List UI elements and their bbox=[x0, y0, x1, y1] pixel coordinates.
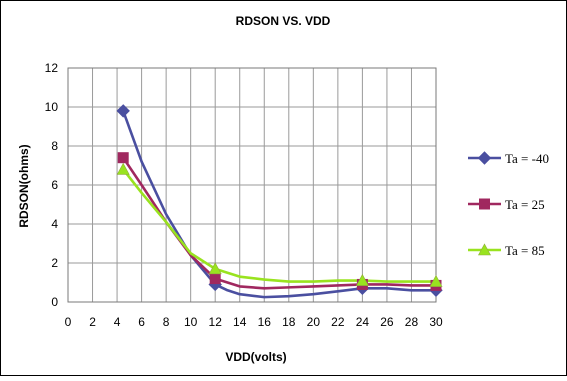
data-point-marker bbox=[116, 104, 130, 118]
x-tick-label: 4 bbox=[114, 315, 121, 329]
y-tick-label: 8 bbox=[51, 139, 58, 153]
legend-label: Ta = 85 bbox=[505, 243, 545, 258]
x-tick-label: 16 bbox=[258, 315, 272, 329]
y-tick-label: 12 bbox=[45, 61, 59, 75]
y-tick-label: 6 bbox=[51, 178, 58, 192]
legend-label: Ta = -40 bbox=[505, 151, 549, 166]
y-tick-label: 0 bbox=[51, 295, 58, 309]
y-tick-label: 4 bbox=[51, 217, 58, 231]
data-point-marker bbox=[429, 274, 443, 287]
series-line-0 bbox=[121, 110, 436, 299]
legend: Ta = -40 Ta = 25 Ta = 85 bbox=[468, 151, 549, 258]
y-tick-label: 2 bbox=[51, 256, 58, 270]
x-tick-label: 26 bbox=[380, 315, 394, 329]
plot-area-border bbox=[67, 67, 437, 303]
x-tick-label: 28 bbox=[405, 315, 419, 329]
x-tick-label: 30 bbox=[429, 315, 443, 329]
x-tick-label: 8 bbox=[163, 315, 170, 329]
data-point-marker bbox=[208, 262, 222, 275]
legend-item: Ta = 85 bbox=[468, 243, 545, 258]
x-tick-label: 24 bbox=[356, 315, 370, 329]
data-point-marker bbox=[116, 162, 130, 175]
series-layer bbox=[121, 110, 436, 299]
data-point-marker bbox=[209, 273, 221, 285]
x-axis-label: VDD(volts) bbox=[225, 350, 286, 364]
x-tick-label: 22 bbox=[331, 315, 345, 329]
legend-swatch-marker bbox=[479, 198, 490, 210]
chart-title: RDSON VS. VDD bbox=[236, 14, 331, 28]
y-tick-label: 10 bbox=[45, 100, 59, 114]
x-tick-label: 12 bbox=[209, 315, 223, 329]
x-tick-label: 20 bbox=[307, 315, 321, 329]
marker-layer bbox=[116, 104, 443, 298]
legend-swatch-marker bbox=[477, 151, 492, 165]
legend-label: Ta = 25 bbox=[505, 197, 545, 212]
data-point-marker bbox=[117, 152, 129, 164]
legend-item: Ta = 25 bbox=[468, 197, 545, 212]
x-tick-label: 0 bbox=[65, 315, 72, 329]
legend-item: Ta = -40 bbox=[468, 151, 549, 166]
x-tick-label: 18 bbox=[282, 315, 296, 329]
x-tick-label: 14 bbox=[233, 315, 247, 329]
data-point-marker bbox=[355, 273, 369, 286]
y-axis-label: RDSON(ohms) bbox=[17, 144, 31, 227]
x-tick-label: 2 bbox=[89, 315, 96, 329]
legend-swatch-marker bbox=[477, 243, 492, 256]
x-tick-label: 6 bbox=[138, 315, 145, 329]
x-tick-label: 10 bbox=[184, 315, 198, 329]
series-line-2 bbox=[122, 168, 436, 283]
